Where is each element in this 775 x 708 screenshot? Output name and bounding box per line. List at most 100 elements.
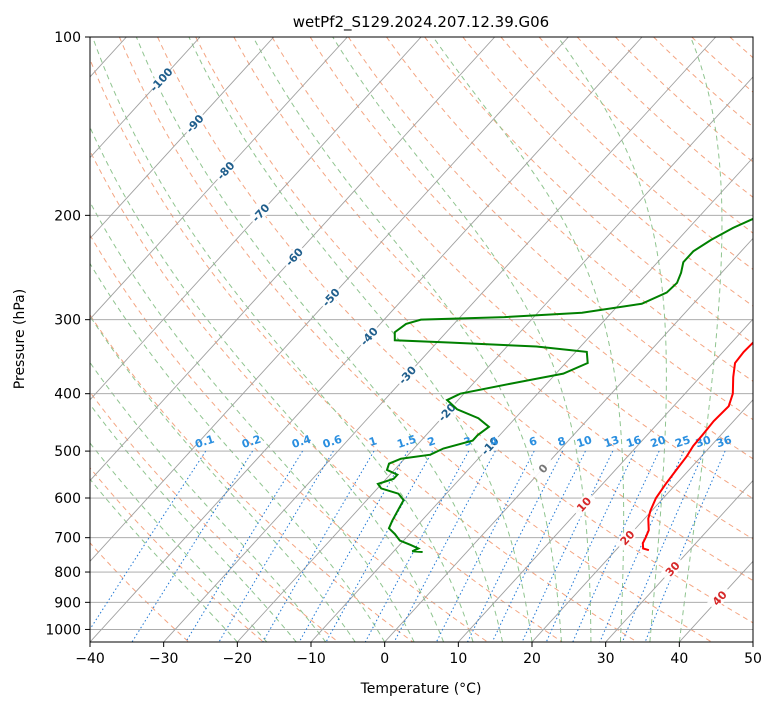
dry-adiabat (118, 37, 712, 642)
isotherm-label-bg (148, 66, 174, 93)
isotherm-label-bg (571, 491, 597, 518)
isotherm-label-bg (614, 524, 640, 551)
dry-adiabat (271, 37, 753, 500)
dry-adiabat (500, 37, 753, 270)
isotherm-label-bg (356, 323, 382, 350)
x-tick-label: 10 (449, 651, 467, 667)
y-tick-label: 100 (54, 30, 81, 46)
moist-adiabat (557, 37, 667, 642)
mixing-ratio-line (185, 450, 303, 642)
mixing-ratio-label: 0.2 (240, 433, 263, 451)
isotherm (90, 37, 569, 562)
temperature-line (641, 341, 753, 552)
moist-adiabat (90, 442, 268, 642)
mixing-ratio-line (572, 450, 660, 642)
isotherm (90, 37, 275, 240)
dry-adiabat (615, 37, 753, 163)
isotherm-label-bg (477, 432, 503, 459)
x-tick-label: −30 (149, 651, 179, 667)
mixing-ratio-line (521, 450, 614, 642)
isotherm-label-bg (182, 110, 208, 137)
mixing-ratio-label: 10 (575, 433, 594, 450)
x-axis-label: Temperature (°C) (360, 681, 482, 697)
y-tick-label: 300 (54, 313, 81, 329)
y-tick-label: 400 (54, 387, 81, 403)
mixing-ratio-label: 16 (625, 433, 644, 450)
x-tick-label: 50 (744, 651, 762, 667)
mixing-ratio-label: 8 (556, 434, 567, 449)
mixing-ratio-line (467, 450, 564, 642)
isotherm-label-bg (213, 157, 239, 184)
mixing-ratio-label: 13 (602, 433, 621, 450)
isotherm-label-bg (248, 199, 274, 226)
dry-adiabat (424, 37, 753, 344)
isotherm (163, 37, 717, 642)
mixing-ratio-label: 30 (694, 433, 713, 450)
mixing-ratio-line (325, 450, 433, 642)
mixing-ratio-label: 4 (489, 434, 501, 449)
moist-adiabat (92, 37, 474, 642)
x-tick-label: −10 (296, 651, 326, 667)
y-tick-label: 700 (54, 531, 81, 547)
chart-title: wetPf2_S129.2024.207.12.39.G06 (293, 13, 549, 32)
plot-frame (89, 36, 754, 643)
mixing-ratio-line (545, 450, 636, 642)
y-tick-label: 500 (54, 444, 81, 460)
moist-adiabat (90, 403, 297, 642)
mixing-ratio-label: 20 (649, 433, 668, 450)
moist-adiabat (90, 262, 386, 642)
moist-adiabat (90, 478, 238, 642)
mixing-ratio-line (393, 450, 496, 642)
moist-adiabat (432, 37, 625, 642)
moist-adiabat (90, 361, 327, 642)
y-tick-label: 800 (54, 565, 81, 581)
dry-adiabat (576, 37, 753, 198)
y-tick-label: 900 (54, 595, 81, 611)
x-tick-label: 40 (670, 651, 688, 667)
isotherm-label-bg (281, 243, 307, 270)
mixing-ratio-label: 2 (426, 434, 437, 449)
y-tick-label: 200 (54, 208, 81, 224)
mixing-ratio-label: 0.1 (193, 433, 216, 451)
mixing-ratio-line (435, 450, 535, 642)
mixing-ratio-line (364, 450, 470, 642)
y-tick-label: 600 (54, 491, 81, 507)
mixing-ratio-line (298, 450, 409, 642)
isotherm-label-bg (530, 455, 556, 482)
mixing-ratio-label: 25 (673, 433, 692, 450)
isotherm (90, 37, 348, 320)
dry-adiabat (386, 37, 753, 382)
moist-adiabat (332, 37, 592, 642)
isotherm (237, 76, 753, 642)
moist-adiabat (678, 37, 723, 642)
dry-adiabat (90, 314, 414, 642)
dry-adiabat (347, 37, 753, 421)
dry-adiabat (90, 391, 339, 642)
x-tick-label: −40 (75, 651, 105, 667)
x-tick-label: 0 (380, 651, 389, 667)
isotherm (458, 318, 753, 642)
isotherm (90, 37, 422, 401)
x-tick-label: 30 (597, 651, 615, 667)
plot-area (90, 37, 753, 642)
y-axis-label: Pressure (hPa) (12, 289, 28, 389)
isotherm-label-bg (394, 362, 420, 388)
isotherm (605, 479, 753, 642)
mixing-ratio-label: 1.5 (395, 433, 418, 451)
isotherm-label-bg (318, 284, 344, 311)
dewpoint-line (376, 217, 753, 553)
moist-adiabat (135, 37, 504, 642)
dry-adiabat (90, 467, 264, 642)
dry-adiabat (233, 37, 753, 540)
x-tick-label: −20 (223, 651, 253, 667)
isotherm-label-bg (659, 555, 685, 582)
moist-adiabat (90, 126, 445, 642)
moist-adiabat (90, 315, 356, 642)
x-tick-label: 20 (523, 651, 541, 667)
isotherm (384, 237, 753, 642)
y-tick-label: 1000 (45, 622, 81, 638)
isotherm (90, 37, 496, 482)
mixing-ratio-label: 6 (527, 434, 539, 449)
dry-adiabat (90, 234, 488, 642)
